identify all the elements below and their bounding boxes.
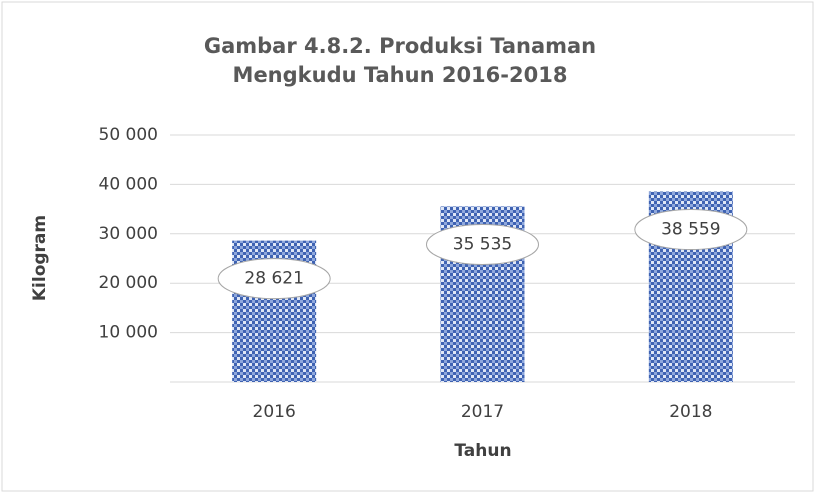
x-tick-label: 2018: [669, 402, 712, 422]
data-label: 38 559: [661, 220, 720, 240]
y-tick-label: 40 000: [99, 174, 158, 194]
y-tick-label: 20 000: [99, 273, 158, 293]
data-label-bubble: [217, 258, 331, 300]
y-tick-label: 50 000: [99, 125, 158, 145]
x-tick-label: 2017: [461, 402, 504, 422]
data-label-bubble: [634, 209, 748, 251]
x-axis-label: Tahun: [454, 441, 511, 461]
y-tick-label: 30 000: [99, 224, 158, 244]
y-axis-label: Kilogram: [30, 215, 50, 301]
data-label-bubble: [426, 223, 539, 265]
data-label: 28 621: [244, 269, 303, 289]
y-tick-label: 10 000: [99, 323, 158, 343]
data-label: 35 535: [453, 234, 512, 254]
chart-title: Gambar 4.8.2. Produksi Tanaman Mengkudu …: [203, 34, 597, 88]
x-tick-label: 2016: [253, 402, 296, 422]
